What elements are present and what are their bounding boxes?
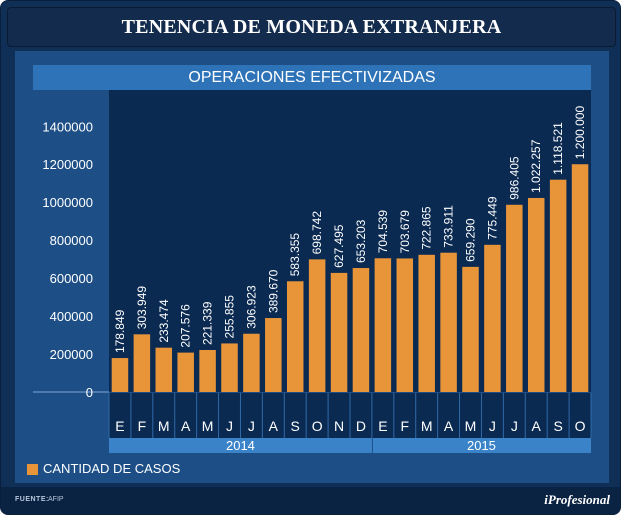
- bar-value-label: 207.576: [179, 304, 193, 348]
- bar: [571, 164, 589, 392]
- bar: [462, 266, 479, 392]
- bar: [527, 197, 545, 392]
- bar-value-label: 659.290: [464, 218, 478, 262]
- bar-value-label: 1.118.521: [551, 122, 565, 175]
- bar: [133, 334, 151, 392]
- brand-logo: iProfesional: [544, 492, 610, 507]
- year-band: [109, 438, 372, 453]
- month-label: O: [312, 418, 323, 434]
- legend-swatch: [27, 464, 38, 475]
- month-label: S: [553, 418, 562, 434]
- bar: [111, 358, 129, 392]
- bar: [221, 343, 238, 392]
- month-label: J: [511, 418, 518, 434]
- month-label: O: [575, 418, 586, 434]
- y-axis: 0 200000 400000 600000 800000 1000000 1200000 1…: [33, 119, 109, 400]
- source-key: FUENTE:: [15, 496, 49, 503]
- bar-value-label: 1.022.257: [529, 139, 543, 193]
- bar-value-label: 389.670: [266, 269, 280, 313]
- y-tick-label: 800000: [50, 233, 93, 248]
- main-title: TENENCIA DE MONEDA EXTRANJERA: [121, 16, 502, 38]
- year-band: [372, 438, 591, 453]
- bar-value-label: 178.849: [113, 309, 127, 353]
- month-label: N: [334, 418, 344, 434]
- source-value: AFIP: [48, 496, 64, 503]
- bar-value-label: 704.539: [376, 210, 390, 254]
- bar-value-label: 733.911: [442, 205, 456, 248]
- y-tick-label: 1200000: [42, 157, 93, 172]
- month-label: M: [465, 418, 477, 434]
- month-label: M: [202, 418, 214, 434]
- month-label: F: [138, 418, 147, 434]
- chart-title: OPERACIONES EFECTIVIZADAS: [188, 69, 436, 86]
- bar: [265, 318, 282, 392]
- subtitle-band: OPERACIONES EFECTIVIZADAS: [33, 65, 591, 90]
- year-label: 2015: [467, 438, 496, 453]
- bar: [177, 352, 194, 392]
- bar: [308, 259, 326, 392]
- bar-value-label: 255.855: [223, 295, 237, 339]
- bar: [243, 333, 260, 392]
- bars: 178.849 303.949 233.474 207.576 221.339 255.8…: [109, 90, 591, 392]
- y-tick-label: 400000: [50, 309, 93, 324]
- month-label: J: [489, 418, 496, 434]
- bar: [549, 179, 567, 392]
- month-label: A: [269, 418, 279, 434]
- y-tick-label: 1400000: [42, 119, 93, 134]
- y-tick-label: 1000000: [42, 195, 93, 210]
- month-label: E: [378, 418, 387, 434]
- bar: [506, 204, 523, 392]
- bar: [440, 252, 457, 392]
- title-bar: TENENCIA DE MONEDA EXTRANJERA: [7, 7, 616, 47]
- month-label: J: [248, 418, 255, 434]
- bar-value-label: 698.742: [310, 211, 324, 255]
- month-label: S: [291, 418, 300, 434]
- month-label: A: [532, 418, 542, 434]
- bar: [286, 281, 304, 392]
- bar-value-label: 233.474: [157, 299, 171, 343]
- bar: [155, 347, 173, 392]
- bar-value-label: 303.949: [135, 286, 149, 330]
- month-label: D: [356, 418, 366, 434]
- bar: [199, 349, 216, 392]
- bar-value-label: 986.405: [507, 156, 521, 200]
- bar: [374, 258, 392, 392]
- bar: [396, 258, 414, 392]
- bar: [418, 254, 435, 392]
- month-label: J: [226, 418, 233, 434]
- bar-value-label: 703.679: [398, 210, 412, 254]
- y-tick-label: 600000: [50, 271, 93, 286]
- bar-value-label: 1.200.000: [573, 106, 587, 160]
- year-label: 2014: [226, 438, 255, 453]
- legend-label: CANTIDAD DE CASOS: [43, 461, 181, 476]
- footer-bar: FUENTE: AFIP iProfesional: [1, 487, 620, 514]
- bar-value-label: 775.449: [485, 196, 499, 240]
- bar: [484, 244, 501, 392]
- month-label: M: [421, 418, 433, 434]
- bar: [330, 272, 348, 392]
- bar: [352, 268, 370, 392]
- month-label: E: [115, 418, 124, 434]
- bar-value-label: 627.495: [332, 224, 346, 268]
- month-label: F: [400, 418, 409, 434]
- y-tick-label: 0: [86, 385, 93, 400]
- bar-value-label: 306.923: [244, 285, 258, 329]
- month-label: M: [158, 418, 170, 434]
- y-tick-label: 200000: [50, 347, 93, 362]
- bar-value-label: 653.203: [354, 219, 368, 263]
- bar-value-label: 722.865: [420, 206, 434, 250]
- bar-value-label: 221.339: [201, 301, 215, 345]
- bar-value-label: 583.355: [288, 233, 302, 277]
- month-label: A: [444, 418, 454, 434]
- month-label: A: [181, 418, 191, 434]
